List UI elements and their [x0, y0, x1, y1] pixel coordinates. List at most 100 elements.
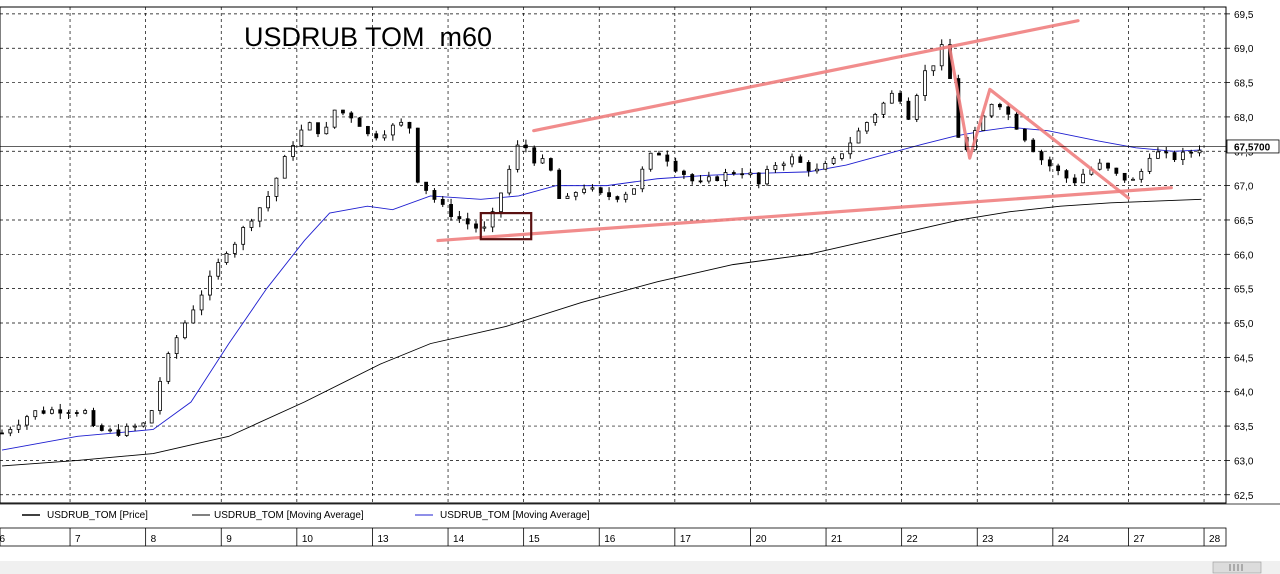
y-tick-label: 66,0: [1234, 250, 1254, 261]
candle-body: [274, 177, 279, 197]
candle-body: [207, 275, 212, 296]
trendline-annotations: [436, 19, 1173, 243]
candle-body: [515, 144, 520, 170]
candle-body: [648, 152, 653, 170]
x-tick-label: 28: [1209, 534, 1221, 545]
candle-body: [856, 130, 861, 144]
x-tick-label: 17: [680, 534, 692, 545]
legend-label-price: USDRUB_TOM [Price]: [47, 510, 148, 521]
candle-body: [690, 174, 695, 182]
trendline-upper[interactable]: [532, 19, 1080, 133]
candle-body: [540, 158, 545, 164]
candle-body: [873, 113, 878, 123]
candle-body: [432, 190, 437, 200]
candle-body: [682, 170, 686, 175]
y-tick-label: 63,0: [1234, 456, 1254, 467]
candle-body: [415, 127, 420, 183]
candle-body: [864, 122, 869, 132]
candle-body: [998, 103, 1002, 108]
candle-body: [49, 409, 54, 414]
candle-body: [1139, 170, 1144, 180]
y-axis: 69,569,068,568,067,567,066,566,065,565,0…: [1226, 10, 1254, 502]
x-tick-label: 14: [453, 534, 465, 545]
candle-body: [349, 112, 354, 119]
candle-body: [1180, 151, 1185, 161]
y-tick-label: 65,5: [1234, 285, 1254, 296]
candle-body: [382, 134, 387, 139]
candle-body: [548, 158, 553, 171]
highlight-box[interactable]: [479, 211, 533, 241]
legend-label-ma-blue: USDRUB_TOM [Moving Average]: [440, 510, 590, 521]
x-axis: 6 7 8 9 10 13 14 15 16 17 20 21 22 23 24 27 28: [0, 527, 1227, 547]
candle-body: [158, 380, 162, 411]
candle-body: [291, 145, 295, 157]
candle-body: [781, 163, 786, 166]
candle-body: [332, 109, 337, 128]
scrollbar-thumb[interactable]: [1212, 561, 1262, 574]
candle-body: [815, 168, 819, 172]
candle-body: [124, 425, 129, 436]
candle-body: [914, 95, 919, 120]
candle-body: [806, 162, 811, 172]
candle-body: [33, 410, 38, 418]
plot-area[interactable]: [0, 6, 1227, 504]
candle-body: [1047, 159, 1052, 167]
candle-body: [706, 176, 711, 182]
candle-body: [232, 243, 237, 254]
candle-body: [881, 102, 886, 115]
trendline-lower[interactable]: [436, 186, 1173, 243]
candle-body: [282, 156, 287, 179]
x-tick-label: 13: [377, 534, 389, 545]
candle-body: [765, 169, 769, 185]
trendline-zigzag[interactable]: [947, 45, 1131, 200]
candle-body: [1114, 167, 1119, 174]
candle-body: [748, 172, 753, 176]
x-tick-label: 6: [0, 534, 5, 545]
candle-body: [474, 223, 478, 229]
x-tick-label: 21: [831, 534, 843, 545]
candle-body: [83, 410, 88, 414]
candle-body: [499, 192, 503, 213]
candle-body: [532, 147, 537, 164]
x-tick-label: 10: [302, 534, 314, 545]
candle-body: [99, 425, 104, 431]
candle-body: [366, 126, 370, 135]
candle-body: [1056, 165, 1061, 172]
y-tick-label: 69,0: [1234, 44, 1254, 55]
candle-body: [898, 92, 903, 102]
candle-body: [241, 227, 246, 245]
candle-body: [731, 172, 736, 175]
candle-body: [357, 117, 362, 127]
candle-body: [191, 309, 196, 324]
horizontal-scrollbar[interactable]: [0, 561, 1280, 574]
candle-body: [848, 142, 853, 155]
y-tick-label: 62,5: [1234, 491, 1254, 502]
candle-body: [307, 122, 312, 131]
candle-body: [1172, 152, 1177, 161]
candle-body: [91, 410, 96, 427]
candle-body: [174, 337, 179, 355]
candle-body: [1031, 139, 1036, 153]
candle-body: [673, 160, 678, 172]
candle-body: [133, 425, 137, 428]
y-tick-label: 68,5: [1234, 79, 1254, 90]
x-tick-label: 9: [226, 534, 232, 545]
candle-body: [0, 432, 4, 435]
candle-body: [1081, 173, 1085, 184]
candle-body: [931, 65, 936, 72]
candle-body: [756, 172, 761, 185]
candle-body: [906, 100, 911, 120]
candle-body: [1014, 113, 1019, 130]
candle-body: [607, 192, 611, 198]
y-tick-label: 63,5: [1234, 422, 1254, 433]
ma-slow-series: [1, 198, 1202, 467]
candle-body: [632, 188, 636, 195]
gridlines: [0, 7, 1226, 503]
x-tick-label: 7: [75, 534, 81, 545]
legend: USDRUB_TOM [Price] USDRUB_TOM [Moving Av…: [0, 503, 1280, 521]
candle-body: [1189, 151, 1194, 154]
x-tick-label: 27: [1133, 534, 1145, 545]
candle-body: [457, 216, 462, 220]
candle-body: [1022, 128, 1027, 141]
candle-body: [108, 429, 113, 432]
